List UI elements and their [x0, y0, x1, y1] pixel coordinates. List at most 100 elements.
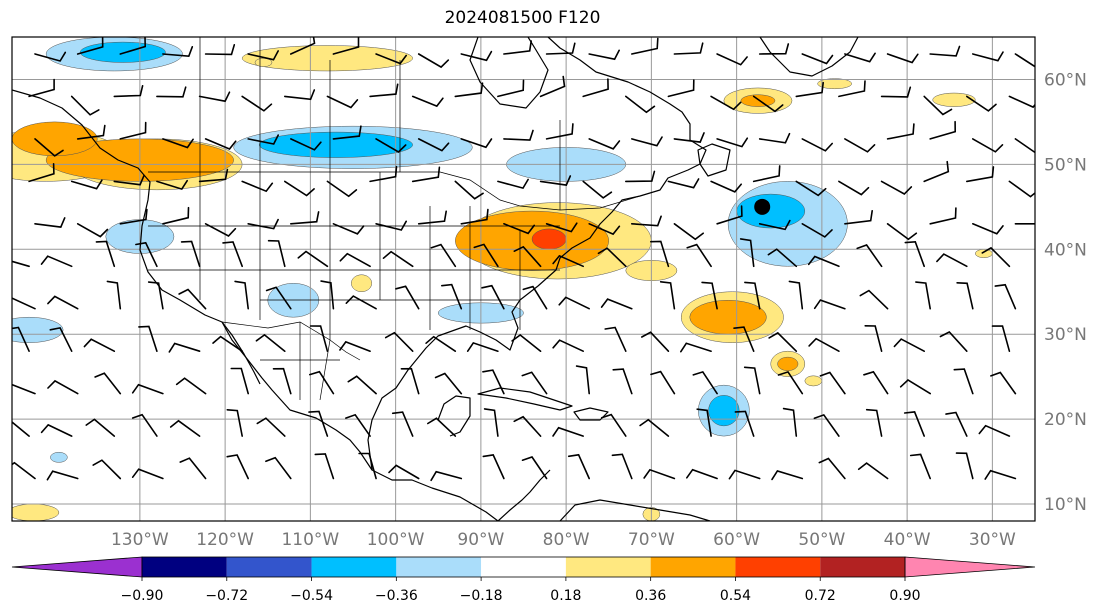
wind-barb	[539, 75, 566, 98]
longitude-labels: 130°W 120°W 110°W 100°W 90°W 80°W 70°W 60°W 50°W…	[111, 530, 1016, 550]
wind-barb	[545, 222, 578, 233]
wind-barb	[175, 377, 207, 395]
colorbar-segment	[142, 557, 227, 577]
wind-barb	[70, 95, 100, 116]
colorbar-tick-label: −0.90	[121, 588, 164, 604]
wind-barb	[600, 298, 633, 310]
wind-barb	[739, 238, 755, 268]
wind-barb	[345, 413, 371, 437]
wind-barb	[503, 40, 532, 55]
anomaly-region-15	[351, 274, 373, 292]
wind-barb	[795, 180, 827, 197]
wind-barb	[545, 42, 576, 55]
wind-barb	[513, 245, 542, 268]
wind-barb	[929, 120, 957, 140]
wind-barb	[395, 285, 420, 310]
wind-barb	[417, 210, 447, 225]
wind-barb	[696, 408, 712, 437]
wind-barb	[991, 325, 1011, 352]
wind-barb	[955, 452, 974, 480]
wind-barb	[575, 365, 590, 395]
wind-barb	[284, 89, 316, 101]
wind-barb	[85, 418, 116, 437]
wind-barb	[903, 411, 925, 437]
anomaly-region-8	[258, 131, 413, 158]
wind-barb	[284, 180, 315, 197]
wind-barb	[886, 123, 915, 140]
wind-barb	[819, 371, 846, 395]
wind-barb	[588, 223, 621, 236]
wind-barb	[47, 379, 79, 395]
wind-barb	[795, 81, 824, 98]
wind-barb	[326, 180, 358, 198]
anomaly-region-33	[50, 451, 68, 463]
south-america-coast	[559, 499, 711, 521]
wind-barb	[936, 253, 968, 268]
wind-barb	[430, 470, 463, 482]
wind-barb	[567, 453, 590, 480]
colorbar-segment	[650, 557, 736, 577]
anomaly-region-32	[12, 503, 60, 521]
wind-barb	[503, 223, 535, 235]
wind-barb	[497, 79, 525, 98]
wind-barb	[904, 240, 925, 268]
wind-barb	[454, 82, 484, 98]
wind-barb	[427, 417, 457, 437]
wind-barb	[204, 223, 237, 237]
wind-barb	[813, 413, 840, 437]
wind-barb	[358, 452, 377, 480]
wind-barb	[466, 341, 499, 352]
wind-barb	[1014, 138, 1035, 154]
wind-barb	[625, 170, 656, 183]
wind-barb	[411, 95, 444, 108]
central-america-coast	[497, 469, 551, 521]
colorbar-segment	[226, 557, 312, 577]
wind-barb	[247, 50, 279, 61]
wind-barb	[345, 295, 377, 310]
wind-barb	[844, 210, 873, 225]
wind-barb	[138, 325, 158, 352]
wind-barb	[909, 453, 931, 480]
wind-barb	[893, 338, 925, 352]
wind-barb	[92, 459, 122, 480]
wind-barb	[588, 49, 620, 61]
wind-barb	[758, 132, 791, 144]
wind-barb	[744, 281, 761, 310]
wind-barb	[290, 211, 320, 225]
wind-barb	[865, 408, 883, 437]
wind-barb	[521, 456, 548, 480]
wind-barb	[375, 53, 407, 65]
map-title: 2024081500 F120	[444, 8, 601, 28]
longitude-label: 70°W	[628, 530, 675, 550]
colorbar-tick-label: 0.54	[720, 588, 751, 604]
wind-barb	[290, 37, 316, 55]
wind-barb	[752, 165, 781, 183]
anomaly-region-27	[708, 395, 740, 427]
map-frame	[11, 36, 1036, 522]
wind-barb	[643, 468, 676, 480]
colorbar-tick-label: 0.90	[889, 588, 920, 604]
wind-barb	[558, 296, 590, 310]
wind-barb	[162, 138, 194, 149]
wind-barb	[46, 470, 79, 481]
wind-barb	[552, 426, 584, 437]
baja-california-coast	[221, 321, 261, 385]
wind-barb	[226, 409, 243, 437]
wind-barb	[339, 340, 371, 352]
wind-barb	[12, 383, 36, 395]
longitude-label: 30°W	[969, 530, 1016, 550]
wind-barb	[604, 326, 627, 352]
wind-barb	[12, 260, 30, 268]
anomaly-region-13	[531, 228, 567, 250]
longitude-label: 60°W	[713, 530, 760, 550]
colorbar-extend-high	[904, 556, 1036, 578]
latitude-label: 20°N	[1044, 410, 1087, 430]
wind-barb	[673, 223, 704, 241]
wind-barb	[339, 252, 371, 268]
wind-barb	[966, 95, 997, 112]
colorbar-tick-label: −0.36	[375, 588, 418, 604]
wind-barb	[752, 95, 784, 113]
colorbar-tick-label: −0.72	[205, 588, 248, 604]
longitude-label: 40°W	[884, 530, 931, 550]
us-mexico-border	[221, 321, 361, 361]
